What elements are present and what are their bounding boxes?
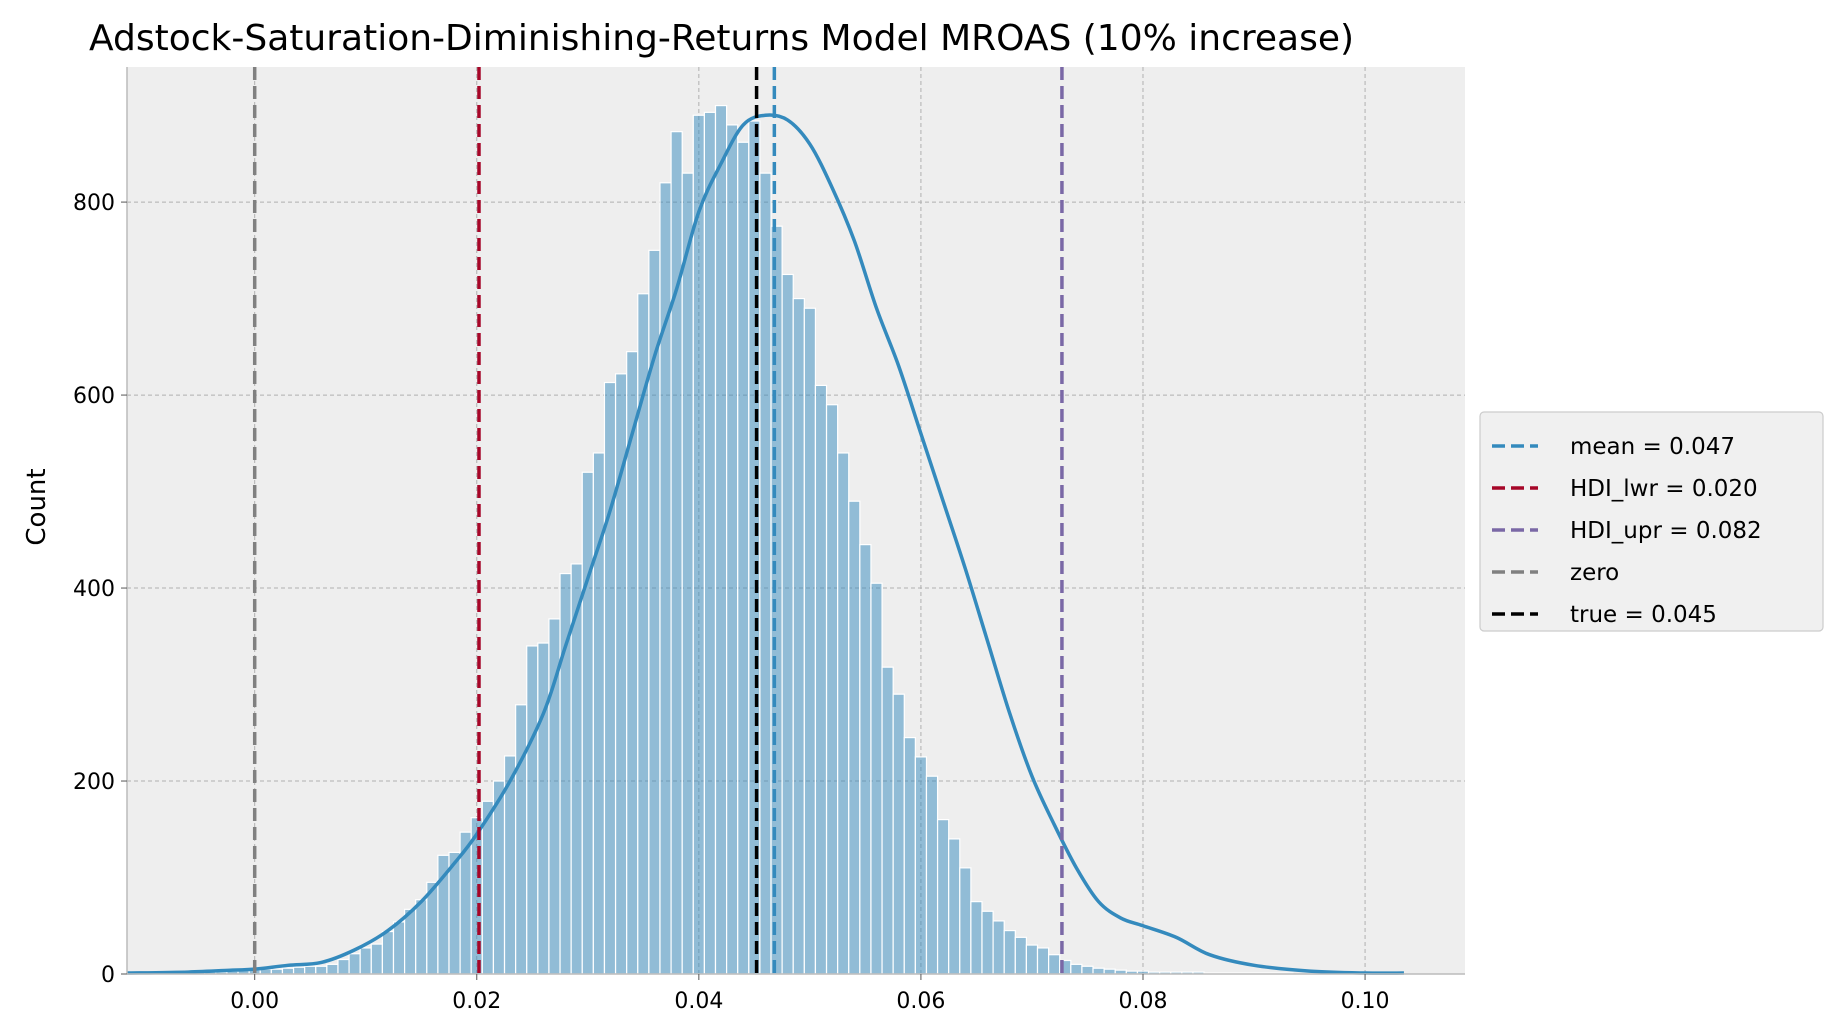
histogram-bar (370, 943, 383, 975)
histogram-bar (892, 693, 905, 975)
histogram-bar (415, 899, 428, 975)
histogram-bar (792, 297, 805, 975)
histogram-bar (326, 963, 339, 975)
histogram-bar (714, 104, 728, 975)
histogram-bar (837, 452, 850, 975)
histogram-bar (304, 965, 317, 975)
x-tick-label: 0.00 (230, 989, 279, 1014)
y-axis-label: Count (22, 468, 52, 545)
legend: mean = 0.047 HDI_lwr = 0.020 HDI_upr = 0.0… (1479, 411, 1824, 632)
x-tick-label: 0.08 (1118, 989, 1167, 1014)
histogram-bar (914, 756, 928, 975)
histogram-bar (1081, 965, 1094, 975)
histogram-bar (848, 500, 861, 975)
histogram-bar (1048, 954, 1061, 975)
histogram-bar (936, 819, 950, 975)
histogram-bar (903, 737, 916, 975)
histogram-bar (948, 838, 961, 975)
histogram-bar (726, 124, 739, 975)
histogram-bar (692, 114, 705, 975)
histogram-bar (537, 642, 550, 975)
histogram-bar (403, 908, 417, 975)
axes (126, 67, 1465, 975)
histogram-bar (515, 704, 528, 975)
histogram-bar (492, 780, 506, 975)
histogram-bar (670, 131, 683, 975)
histogram-bar (870, 582, 883, 975)
histogram-bar (337, 958, 350, 975)
histogram-bar (1025, 944, 1039, 975)
histogram-bar (959, 867, 972, 975)
histogram-bar (526, 645, 539, 975)
histogram-bar (1003, 929, 1016, 975)
histogram-bar (814, 384, 828, 975)
histogram-bar (448, 851, 461, 975)
chart-title: Adstock-Saturation-Diminishing-Returns M… (89, 18, 1354, 59)
histogram-bar (781, 273, 794, 975)
histogram-bar (981, 910, 994, 975)
legend-label-mean: mean = 0.047 (1570, 434, 1735, 460)
legend-box (1479, 411, 1824, 632)
histogram-bar (1070, 963, 1083, 975)
x-tick-label: 0.10 (1341, 989, 1390, 1014)
histogram-bar (681, 172, 694, 975)
x-tick-label: 0.02 (452, 989, 501, 1014)
histogram-bar (881, 666, 894, 975)
y-tick-label: 400 (73, 577, 115, 602)
legend-label-true: true = 0.045 (1570, 602, 1717, 628)
histogram-bar (603, 381, 617, 975)
histogram-bar (859, 544, 872, 975)
histogram-bar (970, 901, 983, 975)
histogram-bar (1014, 936, 1028, 975)
histogram-bar (581, 471, 594, 975)
x-tick-label: 0.06 (896, 989, 945, 1014)
histogram-bar (392, 921, 406, 975)
histogram-bar (1036, 947, 1050, 975)
histogram-bar (925, 775, 939, 975)
histogram-bar (348, 953, 361, 975)
tick-labels: 0.00 0.02 0.04 0.06 0.08 0.10 0 200 400 600 800 (73, 191, 1390, 1014)
histogram-bar (703, 111, 717, 975)
histogram-bar (737, 141, 750, 975)
histogram-bar (315, 965, 328, 975)
histogram-bar (281, 967, 295, 975)
y-tick-label: 0 (101, 963, 115, 988)
x-tick-label: 0.04 (674, 989, 723, 1014)
legend-label-hdi-upr: HDI_upr = 0.082 (1570, 518, 1762, 544)
histogram-bar (659, 182, 672, 975)
legend-label-zero: zero (1570, 560, 1619, 586)
histogram-bar (1092, 967, 1105, 975)
histogram-bar (359, 947, 372, 975)
histogram-bar (292, 966, 306, 975)
legend-label-hdi-lwr: HDI_lwr = 0.020 (1570, 476, 1758, 502)
histogram-bar (803, 307, 817, 975)
y-tick-label: 600 (73, 384, 115, 409)
histogram-bar (992, 920, 1005, 975)
histogram-bar (759, 172, 772, 975)
histogram-bar (825, 404, 839, 975)
y-tick-label: 200 (73, 770, 115, 795)
y-tick-label: 800 (73, 191, 115, 216)
histogram-bar (381, 930, 395, 975)
histogram-bar (481, 800, 495, 975)
